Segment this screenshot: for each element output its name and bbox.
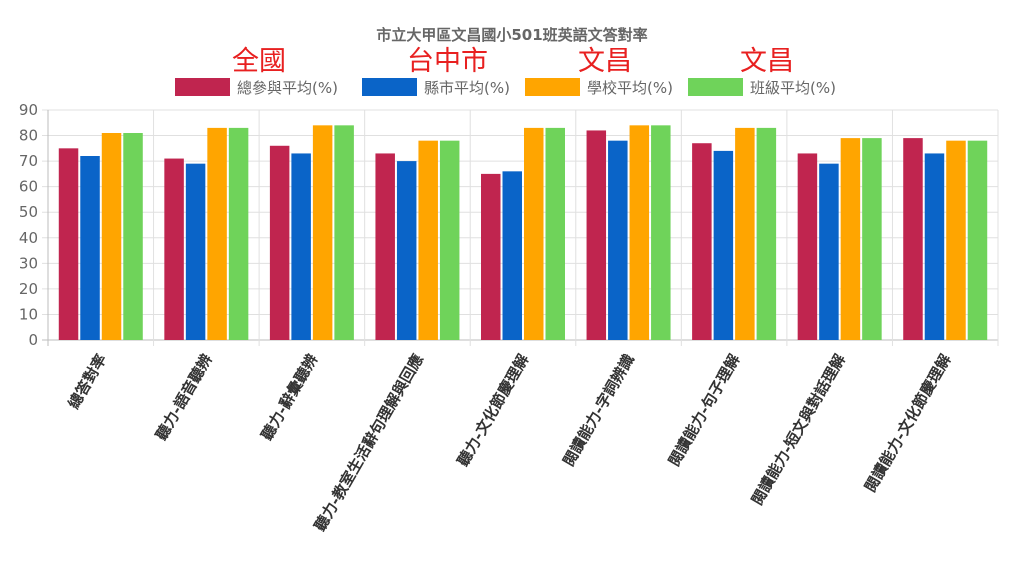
bar[interactable]: [524, 127, 544, 340]
bar[interactable]: [819, 163, 839, 340]
bar[interactable]: [651, 125, 671, 340]
bar[interactable]: [903, 138, 923, 340]
legend-swatch[interactable]: [362, 78, 417, 96]
y-tick-label: 70: [19, 152, 38, 170]
y-tick-label: 80: [19, 127, 38, 145]
x-category-label: 聽力-辭彙聽辨: [258, 351, 322, 443]
legend-label: 班級平均(%): [750, 79, 836, 97]
bar[interactable]: [312, 125, 333, 340]
bar[interactable]: [375, 153, 395, 340]
legend-label: 總參與平均(%): [237, 79, 338, 97]
legend-swatch[interactable]: [688, 78, 743, 96]
x-category-label: 閱讀能力-句子理解: [665, 351, 744, 469]
bar[interactable]: [692, 143, 712, 340]
bar[interactable]: [207, 127, 227, 340]
bar[interactable]: [862, 138, 882, 340]
y-tick-label: 30: [19, 254, 38, 272]
bar[interactable]: [713, 150, 734, 340]
bar[interactable]: [228, 127, 249, 340]
x-category-label: 聽力-教室生活辭句理解與回應: [311, 351, 427, 534]
y-tick-label: 10: [19, 305, 38, 323]
bar[interactable]: [58, 148, 79, 340]
bar[interactable]: [269, 145, 290, 340]
legend-label: 縣市平均(%): [424, 79, 510, 97]
bar[interactable]: [291, 153, 311, 340]
bar[interactable]: [80, 156, 100, 340]
handwritten-annotation: 文昌: [578, 46, 632, 77]
legend-swatch[interactable]: [175, 78, 230, 96]
bar[interactable]: [756, 127, 777, 340]
x-category-label: 閱讀能力-字詞辨識: [559, 351, 638, 469]
bar[interactable]: [586, 130, 607, 340]
x-category-label: 閱讀能力-文化節慶理解: [861, 351, 955, 495]
legend-swatch[interactable]: [525, 78, 580, 96]
bar[interactable]: [946, 140, 966, 340]
bar[interactable]: [334, 125, 354, 340]
bar[interactable]: [439, 140, 460, 340]
legend: 總參與平均(%) 縣市平均(%) 學校平均(%) 班級平均(%): [175, 78, 836, 97]
y-tick-label: 90: [19, 101, 38, 119]
x-category-label: 總答對率: [65, 351, 111, 412]
bar[interactable]: [481, 173, 501, 340]
bars: [58, 125, 988, 340]
bar[interactable]: [924, 153, 945, 340]
bar[interactable]: [185, 163, 206, 340]
bar[interactable]: [101, 133, 122, 340]
bar[interactable]: [797, 153, 818, 340]
x-category-label: 聽力-語音聽辨: [152, 351, 216, 443]
bar[interactable]: [967, 140, 988, 340]
y-tick-label: 0: [28, 331, 38, 349]
bar[interactable]: [396, 161, 417, 340]
bar[interactable]: [735, 127, 755, 340]
bar[interactable]: [545, 127, 566, 340]
bar[interactable]: [502, 171, 523, 340]
x-category-label: 聽力-文化節慶理解: [454, 351, 533, 469]
handwritten-annotation: 全國: [232, 46, 286, 77]
handwritten-annotation: 台中市: [407, 46, 488, 77]
chart-title: 市立大甲區文昌國小501班英語文答對率: [376, 26, 647, 44]
handwritten-annotations: 全國 台中市 文昌 文昌: [232, 46, 794, 77]
legend-label: 學校平均(%): [587, 79, 673, 97]
y-axis-ticks: 0 10 20 30 40 50 60 70 80 90: [19, 101, 38, 349]
y-tick-label: 20: [19, 280, 38, 298]
y-tick-label: 40: [19, 229, 38, 247]
bar[interactable]: [164, 158, 184, 340]
bar[interactable]: [123, 133, 143, 340]
bar[interactable]: [629, 125, 650, 340]
handwritten-annotation: 文昌: [740, 46, 794, 77]
y-tick-label: 60: [19, 178, 38, 196]
x-category-label: 閱讀能力-短文與對話理解: [748, 351, 849, 508]
y-tick-label: 50: [19, 203, 38, 221]
bar[interactable]: [840, 138, 861, 340]
bar[interactable]: [608, 140, 628, 340]
bar[interactable]: [418, 140, 438, 340]
